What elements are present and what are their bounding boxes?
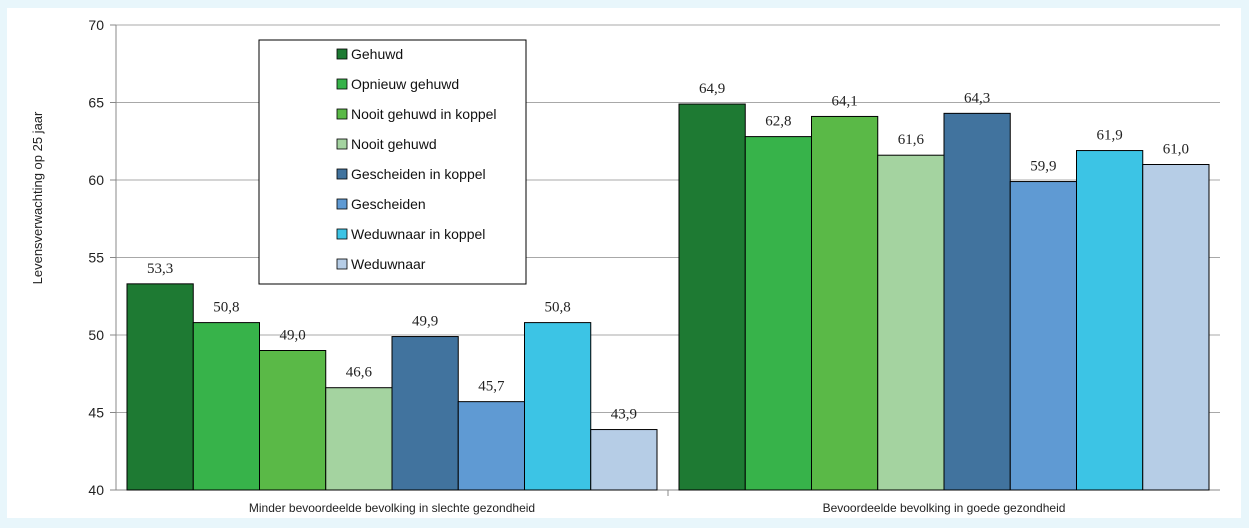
legend-swatch [336, 228, 348, 240]
bar [325, 387, 393, 491]
bar [524, 322, 592, 491]
legend-label: Gehuwd [351, 46, 403, 62]
data-label: 53,3 [147, 261, 173, 277]
bar [590, 429, 658, 491]
y-axis-label: Levensverwachting op 25 jaar [30, 111, 45, 284]
y-tick-label: 45 [88, 405, 104, 421]
y-tick-label: 65 [88, 95, 104, 111]
data-label: 62,8 [765, 114, 791, 130]
legend-swatch [336, 198, 348, 210]
data-label: 64,9 [699, 81, 725, 97]
legend-swatch [336, 108, 348, 120]
bar [259, 350, 327, 491]
bar [1142, 164, 1210, 491]
bars [126, 103, 1210, 491]
y-tick-labels: 40 45 50 55 60 65 70 [88, 17, 104, 498]
data-label: 61,9 [1097, 128, 1123, 144]
x-category-label: Bevoordeelde bevolking in goede gezondhe… [823, 501, 1066, 515]
data-label: 50,8 [213, 300, 239, 316]
bar [1009, 181, 1077, 491]
data-label: 46,6 [346, 365, 373, 381]
legend-label: Gescheiden [351, 196, 426, 212]
legend-label: Opnieuw gehuwd [351, 76, 459, 92]
legend: Gehuwd Opnieuw gehuwd Nooit gehuwd in kopp… [258, 39, 527, 285]
legend-label: Gescheiden in koppel [351, 166, 486, 182]
x-category-label: Minder bevoordeelde bevolking in slechte… [249, 501, 535, 515]
legend-label: Weduwnaar in koppel [351, 226, 485, 242]
bar [943, 112, 1011, 491]
category-labels: Minder bevoordeelde bevolking in slechte… [249, 501, 1066, 515]
bar [391, 336, 459, 491]
data-label: 61,6 [898, 132, 925, 148]
y-tick-label: 50 [88, 327, 104, 343]
value-labels: 53,3 50,8 49,0 46,6 49,9 45,7 50,8 43,9 64,9 62,8… [147, 81, 1189, 423]
data-label: 45,7 [478, 379, 505, 395]
legend-box [258, 39, 527, 285]
bar [811, 115, 879, 491]
data-label: 50,8 [545, 300, 571, 316]
data-label: 64,3 [964, 90, 990, 106]
bar [192, 322, 260, 491]
bar [457, 401, 525, 491]
data-label: 61,0 [1163, 142, 1189, 158]
y-tick-label: 60 [88, 172, 104, 188]
legend-label: Weduwnaar [351, 256, 426, 272]
legend-swatch [336, 78, 348, 90]
legend-label: Nooit gehuwd [351, 136, 437, 152]
legend-label: Nooit gehuwd in koppel [351, 106, 497, 122]
y-tick-label: 40 [88, 482, 104, 498]
bar [744, 136, 812, 491]
y-tick-label: 55 [88, 250, 104, 266]
bar [877, 154, 945, 491]
y-tick-label: 70 [88, 17, 104, 33]
bar [678, 103, 746, 491]
bar [126, 283, 194, 491]
data-label: 59,9 [1030, 159, 1056, 175]
legend-swatch [336, 258, 348, 270]
legend-swatch [336, 168, 348, 180]
data-label: 43,9 [611, 407, 637, 423]
data-label: 64,1 [832, 93, 858, 109]
data-label: 49,9 [412, 314, 438, 330]
legend-swatch [336, 138, 348, 150]
legend-swatch [336, 48, 348, 60]
bar [1076, 150, 1144, 491]
data-label: 49,0 [280, 328, 306, 344]
